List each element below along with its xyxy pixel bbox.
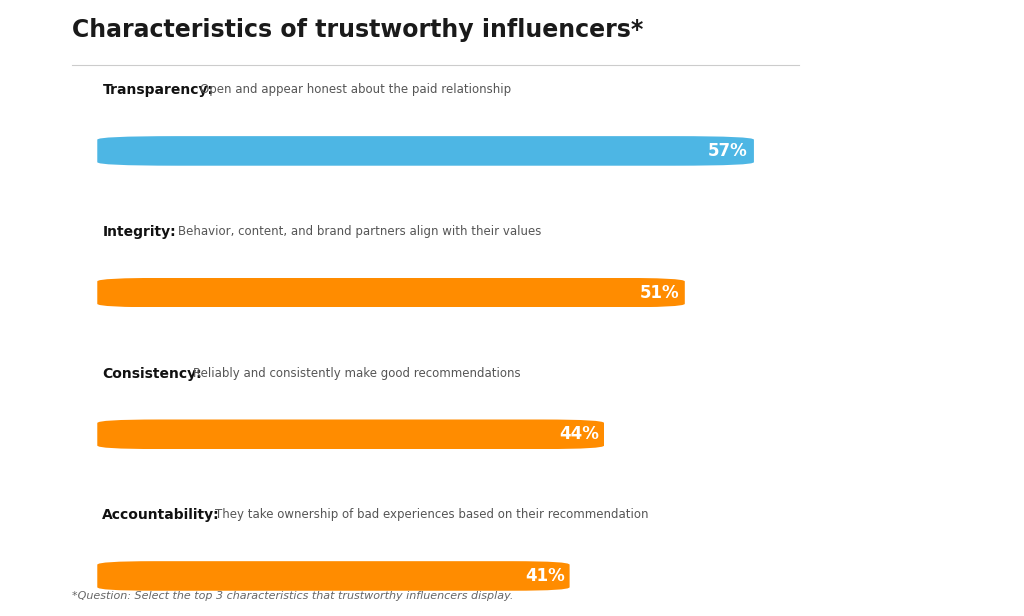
Text: Consistency:: Consistency: [102, 367, 202, 381]
Text: Open and appear honest about the paid relationship: Open and appear honest about the paid re… [201, 83, 511, 96]
Text: Integrity:: Integrity: [102, 225, 176, 239]
Text: *Question: Select the top 3 characteristics that trustworthy influencers display: *Question: Select the top 3 characterist… [72, 591, 513, 601]
Text: 44%: 44% [559, 425, 599, 444]
FancyBboxPatch shape [97, 136, 754, 166]
Text: Transparency:: Transparency: [102, 83, 213, 97]
Text: Characteristics of trustworthy influencers*: Characteristics of trustworthy influence… [72, 18, 643, 43]
Text: Reliably and consistently make good recommendations: Reliably and consistently make good reco… [193, 367, 520, 379]
FancyBboxPatch shape [97, 419, 604, 449]
Text: Behavior, content, and brand partners align with their values: Behavior, content, and brand partners al… [178, 225, 542, 238]
Text: Accountability:: Accountability: [102, 508, 220, 522]
Text: 41%: 41% [525, 567, 565, 585]
Text: 51%: 51% [639, 283, 679, 302]
FancyBboxPatch shape [97, 278, 685, 307]
Text: They take ownership of bad experiences based on their recommendation: They take ownership of bad experiences b… [215, 508, 648, 521]
FancyBboxPatch shape [97, 561, 569, 591]
Text: 57%: 57% [708, 142, 748, 160]
